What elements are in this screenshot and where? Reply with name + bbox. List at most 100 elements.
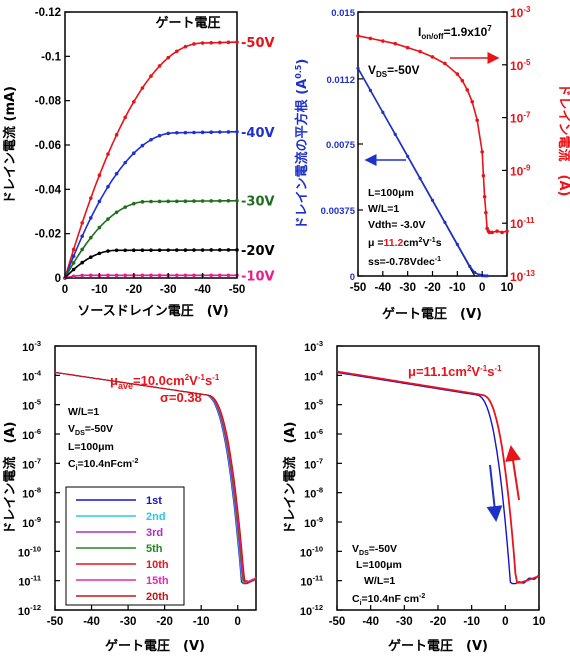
data-point bbox=[80, 273, 84, 278]
tick-group: 0 -10 -20 -30 -40 -50 0 -0.02 -0.04 -0.06 -0.08 -0.… bbox=[35, 7, 246, 296]
y-left-tick-label: 0.015 bbox=[331, 8, 355, 19]
x-tick-label: -20 bbox=[424, 282, 441, 294]
data-point bbox=[490, 230, 494, 235]
data-point bbox=[106, 249, 110, 253]
y-tick-label: 10-11 bbox=[18, 574, 41, 589]
x-tick-label: -50 bbox=[329, 616, 346, 628]
sigma-annotation: σ=0.38 bbox=[160, 390, 202, 405]
data-point bbox=[209, 273, 213, 278]
data-point bbox=[166, 131, 170, 136]
data-point bbox=[71, 261, 76, 265]
data-point bbox=[140, 248, 145, 253]
y-right-tick-label: 10-5 bbox=[510, 58, 531, 73]
data-point bbox=[140, 143, 145, 148]
y-right-tick-label: 10-11 bbox=[510, 216, 535, 231]
y-tick-label: 10-9 bbox=[22, 515, 41, 530]
y-right-tick-label: 10-13 bbox=[510, 269, 535, 284]
data-point bbox=[166, 55, 170, 60]
data-point bbox=[166, 248, 170, 252]
data-point bbox=[209, 199, 213, 203]
series-group bbox=[336, 370, 540, 585]
data-point bbox=[218, 130, 222, 134]
data-point bbox=[157, 64, 162, 68]
vds-annotation: VDS=-50V bbox=[68, 423, 113, 437]
data-point bbox=[114, 248, 119, 253]
data-point bbox=[368, 88, 373, 92]
tick-group: -50 -40 -30 -20 -10 0 10 10-12 10-11 10-10 10-9 10-… bbox=[300, 339, 545, 628]
legend-box bbox=[65, 486, 185, 606]
data-point bbox=[149, 273, 153, 278]
data-point bbox=[123, 115, 127, 120]
data-point bbox=[482, 195, 487, 199]
forward-sweep-arrow bbox=[486, 464, 503, 522]
y-tick-label: 10-7 bbox=[22, 456, 41, 471]
data-point bbox=[192, 130, 196, 135]
data-point bbox=[183, 199, 188, 203]
data-point bbox=[356, 33, 360, 38]
legend: 1st 2nd 3rd 5th 10th 15th 20th bbox=[76, 495, 169, 603]
ss-annotation: ss=-0.78Vdec-1 bbox=[368, 256, 441, 268]
data-point bbox=[192, 199, 196, 203]
x-tick-label: -40 bbox=[362, 616, 379, 628]
data-point bbox=[192, 248, 196, 252]
data-point bbox=[175, 130, 179, 135]
data-point bbox=[149, 74, 153, 78]
data-point bbox=[80, 260, 84, 265]
data-point bbox=[443, 61, 447, 66]
y-axis-label-left: ドレイン電流の平方根 (A0.5) bbox=[294, 59, 310, 230]
data-point bbox=[166, 199, 170, 204]
x-axis-label: ソースドレイン電圧 (V) bbox=[77, 304, 228, 319]
data-point bbox=[405, 45, 410, 50]
data-point bbox=[381, 110, 385, 114]
x-axis-label: ゲート電圧 (V) bbox=[382, 306, 482, 322]
y-tick-label: -0.04 bbox=[35, 184, 62, 196]
y-tick-label: 10-12 bbox=[300, 603, 323, 618]
x-tick-label: -40 bbox=[375, 282, 392, 294]
data-point bbox=[183, 248, 188, 252]
data-point bbox=[381, 39, 385, 43]
data-point bbox=[132, 151, 136, 156]
data-point bbox=[200, 130, 205, 135]
data-point bbox=[226, 199, 231, 203]
data-point bbox=[80, 247, 84, 252]
data-point bbox=[235, 198, 239, 203]
y-tick-label: 10-6 bbox=[22, 427, 41, 442]
data-point bbox=[218, 199, 222, 203]
data-point bbox=[80, 221, 84, 225]
x-tick-label: -30 bbox=[399, 282, 416, 294]
y-tick-label: -0.08 bbox=[35, 96, 62, 108]
ci-annotation: Ci=10.4nF cm-2 bbox=[352, 593, 425, 607]
data-point bbox=[209, 248, 213, 252]
data-point bbox=[218, 273, 222, 278]
data-point bbox=[132, 248, 136, 253]
series-label: -10V bbox=[241, 269, 275, 284]
x-tick-label: -10 bbox=[463, 616, 480, 628]
data-point bbox=[200, 248, 205, 252]
x-tick-label: -40 bbox=[83, 616, 100, 628]
data-point bbox=[368, 36, 373, 41]
data-point bbox=[89, 273, 93, 278]
series-label: -30V bbox=[241, 195, 275, 210]
data-point bbox=[430, 55, 435, 59]
y-tick-label: 10-7 bbox=[304, 456, 323, 471]
y-tick-label: 10-11 bbox=[300, 574, 323, 589]
data-point bbox=[71, 247, 76, 252]
x-tick-label: -10 bbox=[91, 284, 108, 296]
data-point bbox=[175, 273, 179, 278]
x-tick-label: -50 bbox=[47, 616, 64, 628]
length-annotation: L=100μm bbox=[68, 441, 114, 453]
x-tick-label: -50 bbox=[229, 284, 246, 296]
data-point bbox=[487, 230, 492, 235]
reverse-sweep-arrow bbox=[505, 445, 521, 501]
data-point bbox=[478, 273, 482, 277]
y-tick-label: 10-9 bbox=[304, 515, 323, 530]
data-point bbox=[465, 88, 470, 92]
y-tick-label: -0.12 bbox=[35, 7, 61, 19]
data-point bbox=[235, 40, 239, 44]
data-point bbox=[106, 217, 110, 221]
series-line bbox=[336, 370, 540, 584]
data-point bbox=[226, 273, 231, 278]
ci-annotation: Ci=10.4nFcm-2 bbox=[68, 458, 138, 472]
data-point bbox=[495, 229, 499, 233]
y-left-tick-label: 0 bbox=[350, 272, 355, 283]
